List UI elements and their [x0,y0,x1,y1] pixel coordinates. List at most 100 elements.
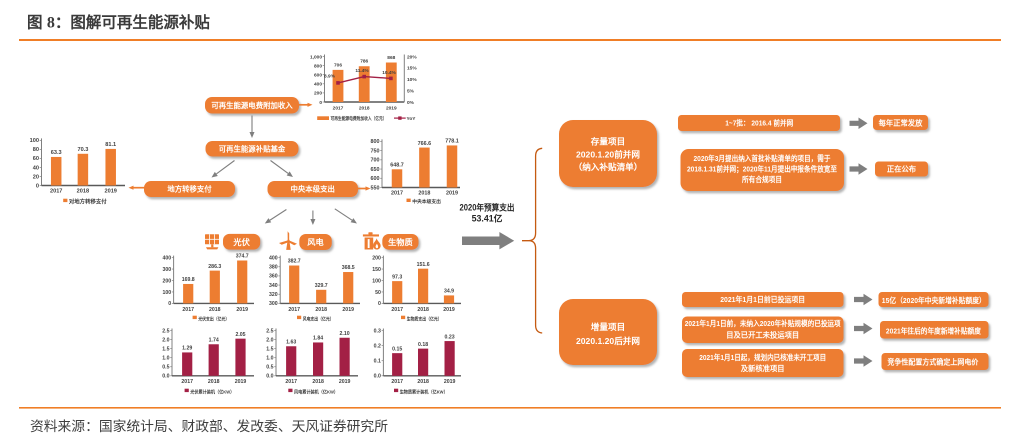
svg-text:600: 600 [371,176,380,182]
svg-text:2017: 2017 [182,307,194,313]
svg-text:地方转移支付: 地方转移支付 [167,185,212,194]
svg-text:2021年1月1日起，规划内已核准未开工项目: 2021年1月1日起，规划内已核准未开工项目 [699,353,826,362]
svg-text:2019: 2019 [342,307,354,313]
svg-text:2017: 2017 [50,189,62,195]
svg-text:0.3: 0.3 [374,328,381,334]
svg-text:1~7批： 2016.4 前并网: 1~7批： 2016.4 前并网 [725,119,793,128]
svg-text:2017: 2017 [391,307,403,313]
svg-text:0.0: 0.0 [374,374,381,380]
svg-text:15亿（2020年中央新增补贴额度）: 15亿（2020年中央新增补贴额度） [882,296,986,305]
svg-text:图 8：图解可再生能源补贴: 图 8：图解可再生能源补贴 [27,13,210,32]
svg-text:2018: 2018 [315,307,327,313]
svg-text:1.5: 1.5 [266,346,273,352]
svg-text:778.1: 778.1 [445,139,459,145]
svg-text:750: 750 [371,148,380,154]
svg-text:0.23: 0.23 [445,334,455,340]
svg-text:286.3: 286.3 [208,264,221,270]
svg-text:868: 868 [387,55,395,61]
svg-text:2.05: 2.05 [235,332,245,338]
svg-text:600: 600 [314,73,322,79]
svg-text:2019: 2019 [386,105,397,111]
svg-text:2019: 2019 [236,307,248,313]
svg-text:每年正常发放: 每年正常发放 [879,118,923,127]
svg-text:风电支出（亿元）: 风电支出（亿元） [303,315,334,322]
svg-text:2019: 2019 [446,190,458,196]
svg-text:1.63: 1.63 [286,339,296,345]
svg-text:2018: 2018 [417,307,429,313]
svg-text:中央本级支出: 中央本级支出 [412,198,441,205]
svg-text:2018: 2018 [209,307,221,313]
svg-text:2019: 2019 [235,379,247,385]
svg-text:及新核准项目: 及新核准项目 [741,364,785,373]
svg-text:2018: 2018 [418,190,430,196]
svg-text:81.1: 81.1 [105,142,116,148]
svg-text:目及已开工未投运项目: 目及已开工未投运项目 [726,331,799,340]
svg-text:2.10: 2.10 [340,331,350,337]
svg-text:风电: 风电 [307,237,324,247]
svg-text:2019: 2019 [339,379,351,385]
svg-text:正在公布: 正在公布 [887,165,917,174]
svg-text:0.0: 0.0 [266,374,273,380]
svg-text:800: 800 [371,139,380,145]
svg-text:竞争性配置方式确定上网电价: 竞争性配置方式确定上网电价 [887,357,979,366]
svg-text:80: 80 [33,147,39,153]
svg-text:200: 200 [314,91,322,97]
svg-text:0.5: 0.5 [266,365,273,371]
svg-text:40: 40 [33,165,39,171]
svg-text:100: 100 [30,138,39,144]
svg-text:0%: 0% [407,100,415,106]
svg-text:53.41亿: 53.41亿 [472,213,503,224]
svg-text:资料来源：国家统计局、财政部、发改委、天风证券研究所: 资料来源：国家统计局、财政部、发改委、天风证券研究所 [30,418,388,434]
svg-text:382.7: 382.7 [288,259,301,265]
svg-text:0.5: 0.5 [162,365,169,371]
svg-text:可再生能源电费附加收入（亿元）: 可再生能源电费附加收入（亿元） [331,115,387,122]
svg-text:2020.1.20后并网: 2020.1.20后并网 [576,335,640,346]
svg-text:0.1: 0.1 [374,359,381,365]
svg-text:2021年1月1日前已投运项目: 2021年1月1日前已投运项目 [720,295,805,304]
svg-text:380: 380 [269,265,278,271]
svg-text:97.3: 97.3 [392,274,402,280]
svg-text:0: 0 [168,301,171,307]
svg-text:1.0: 1.0 [162,355,169,361]
svg-text:2019: 2019 [104,189,116,195]
svg-text:2018: 2018 [208,379,220,385]
svg-text:200: 200 [372,255,381,261]
svg-text:300: 300 [269,301,278,307]
svg-text:63.3: 63.3 [51,150,62,156]
svg-text:2.0: 2.0 [162,337,169,343]
svg-text:0.18: 0.18 [418,342,428,348]
svg-text:0.2: 0.2 [374,343,381,349]
svg-text:2017: 2017 [391,379,403,385]
svg-text:2020.1.20前并网: 2020.1.20前并网 [576,148,640,159]
svg-text:可再生能源电费附加收入: 可再生能源电费附加收入 [211,101,293,110]
svg-text:60: 60 [33,156,39,162]
svg-text:150: 150 [372,267,381,273]
svg-text:8.9%: 8.9% [324,74,336,80]
svg-text:706: 706 [334,62,342,68]
svg-text:2017: 2017 [288,307,300,313]
svg-text:2018: 2018 [417,379,429,385]
svg-text:2017: 2017 [333,105,344,111]
svg-text:中央本级支出: 中央本级支出 [291,185,335,194]
svg-text:2017: 2017 [391,190,403,196]
svg-text:151.6: 151.6 [417,262,430,268]
svg-text:存量项目: 存量项目 [591,136,625,147]
svg-text:34.9: 34.9 [444,289,454,295]
svg-text:1.0: 1.0 [266,355,273,361]
svg-text:2019: 2019 [443,307,455,313]
svg-text:光伏: 光伏 [232,237,250,247]
svg-text:0: 0 [36,183,39,189]
svg-text:15%: 15% [407,66,417,72]
svg-text:766.6: 766.6 [418,141,432,147]
svg-text:100: 100 [162,290,171,296]
svg-text:1.74: 1.74 [209,337,219,343]
svg-text:50: 50 [375,290,381,296]
svg-text:20: 20 [33,174,39,180]
svg-text:650: 650 [371,167,380,173]
svg-text:100: 100 [372,278,381,284]
svg-text:2020年3月提出纳入首批补贴清单的项目，需于: 2020年3月提出纳入首批补贴清单的项目，需于 [694,154,832,163]
svg-text:800: 800 [314,63,322,69]
svg-text:2021年1月1日前，未纳入2020年补贴规模的已投运项: 2021年1月1日前，未纳入2020年补贴规模的已投运项 [685,319,842,328]
svg-text:（纳入补贴清单）: （纳入补贴清单） [574,161,643,172]
svg-text:400: 400 [269,255,278,261]
